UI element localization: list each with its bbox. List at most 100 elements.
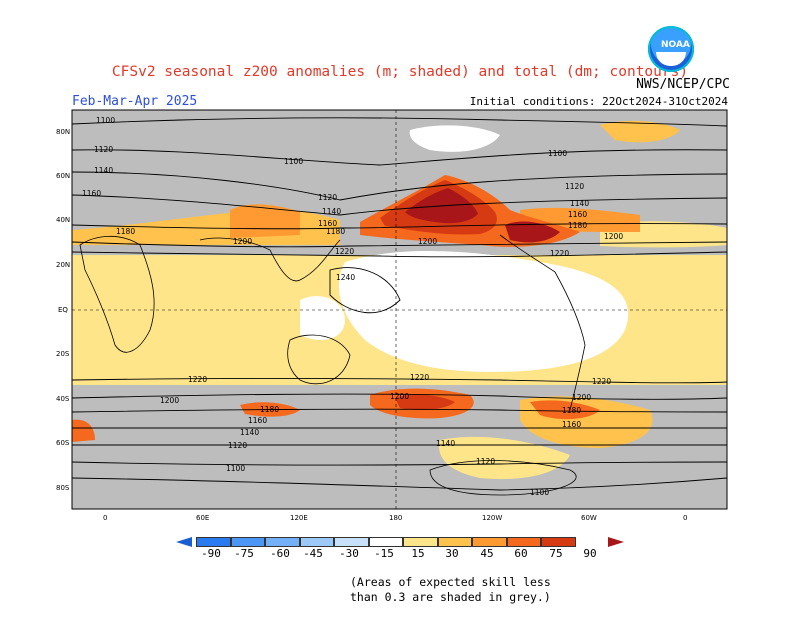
contour-label: 1140 (436, 439, 455, 448)
lon-label: 120E (290, 514, 308, 522)
contour-label: 1100 (530, 488, 549, 497)
colorbar-max-arrow (608, 537, 624, 547)
contour-label: 1200 (233, 237, 252, 246)
contour-line (72, 117, 727, 127)
contour-line (72, 194, 727, 216)
contour-label: 1120 (228, 441, 247, 450)
colorbar-cell (403, 537, 438, 547)
greenland-positive (600, 120, 680, 143)
asia-coastline (199, 237, 341, 282)
lat-label: 40S (56, 395, 70, 403)
sh-pacific-anomaly-core (395, 394, 455, 410)
contour-label: 1180 (562, 406, 581, 415)
contour-label: 1220 (410, 373, 429, 382)
contour-label: 1140 (94, 166, 113, 175)
tropical-pacific-white-area (338, 251, 629, 372)
colorbar-cell (368, 537, 403, 547)
contour-label: 1160 (568, 210, 587, 219)
contour-label: 1200 (390, 392, 409, 401)
equator-dateline-lines (72, 110, 727, 509)
colorbar-label: -15 (374, 547, 394, 560)
contour-label: 1200 (418, 237, 437, 246)
lat-label: 20S (56, 350, 70, 358)
lat-label: 20N (56, 261, 70, 269)
colorbar-label: 15 (411, 547, 425, 560)
contour-label: 1140 (570, 199, 589, 208)
south-atlantic-edge-anomaly (72, 419, 95, 442)
colorbar-label: 60 (514, 547, 528, 560)
forecast-period: Feb-Mar-Apr 2025 (72, 94, 198, 109)
colorbar-cell (437, 537, 472, 547)
lat-label: 60N (56, 172, 70, 180)
contour-label: 1220 (592, 377, 611, 386)
skill-note-line2: than 0.3 are shaded in grey.) (350, 590, 551, 604)
contour-label: 1180 (260, 405, 279, 414)
contour-label: 1220 (335, 247, 354, 256)
sh-atlantic-core (530, 400, 600, 420)
contour-label: 1160 (562, 420, 581, 429)
colorbar-label: 75 (549, 547, 563, 560)
antarctica-coastline (429, 460, 577, 496)
coastlines (79, 234, 586, 496)
contour-label: 1100 (284, 157, 303, 166)
contour-line (72, 408, 727, 413)
contour-labels: 1100 1120 1140 1160 1180 1200 1220 1240 … (82, 116, 623, 497)
lat-label: 60S (56, 439, 70, 447)
colorbar-cell (196, 537, 231, 547)
colorbar-label: -45 (303, 547, 323, 560)
colorbar-label: 45 (480, 547, 494, 560)
lon-label: 0 (103, 514, 107, 522)
initial-conditions: Initial conditions: 22Oct2024-31Oct2024 (469, 95, 728, 108)
lon-label: 60W (581, 514, 597, 522)
contour-line (72, 171, 727, 201)
colorbar-cell (230, 537, 265, 547)
contour-label: 1120 (318, 193, 337, 202)
logo-text: NOAA (661, 40, 690, 50)
contour-label: 1120 (565, 182, 584, 191)
chart-title: CFSv2 seasonal z200 anomalies (m; shaded… (111, 64, 689, 80)
agency-label: NWS/NCEP/CPC (636, 77, 730, 92)
noaa-logo-icon (648, 26, 694, 72)
colorbar-label: 90 (583, 547, 597, 560)
colorbar-cell (541, 537, 576, 547)
contour-label: 1160 (82, 189, 101, 198)
lon-label: 120W (482, 514, 502, 522)
contour-label: 1160 (248, 416, 267, 425)
contour-label: 1160 (318, 219, 337, 228)
americas-coastline (499, 234, 586, 411)
contour-label: 1220 (188, 375, 207, 384)
contour-line (329, 267, 401, 314)
map-fields (72, 110, 727, 509)
lat-label: EQ (58, 306, 68, 314)
lon-label: 60E (196, 514, 209, 522)
north-america-core (505, 221, 560, 243)
contour-line (72, 149, 727, 166)
contour-line (72, 223, 727, 230)
contour-label-center: 1240 (336, 273, 355, 282)
contour-label: 1220 (550, 249, 569, 258)
contour-label: 1100 (548, 149, 567, 158)
contour-line (72, 461, 727, 466)
lat-label: 80N (56, 128, 70, 136)
map-frame (71, 109, 728, 510)
colorbar-cell (265, 537, 300, 547)
africa-coastline (79, 235, 155, 353)
colorbar-cell (472, 537, 507, 547)
arctic-white-patch (409, 125, 500, 152)
lat-labels: 80N 60N 40N 20N EQ 20S 40S 60S 80S (56, 128, 70, 492)
lon-label: 0 (683, 514, 687, 522)
colorbar-label: -30 (339, 547, 359, 560)
contour-label: 1200 (160, 396, 179, 405)
contour-label: 1140 (240, 428, 259, 437)
height-contours (72, 117, 727, 491)
contour-line (72, 241, 727, 248)
contour-label: 1120 (94, 145, 113, 154)
contour-label: 1180 (116, 227, 135, 236)
asia-anomaly (230, 204, 300, 238)
colorbar-min-arrow (176, 537, 192, 547)
colorbar-label: -60 (270, 547, 290, 560)
contour-label: 1120 (476, 457, 495, 466)
contour-label: 1200 (572, 393, 591, 402)
contour-label: 1200 (604, 232, 623, 241)
